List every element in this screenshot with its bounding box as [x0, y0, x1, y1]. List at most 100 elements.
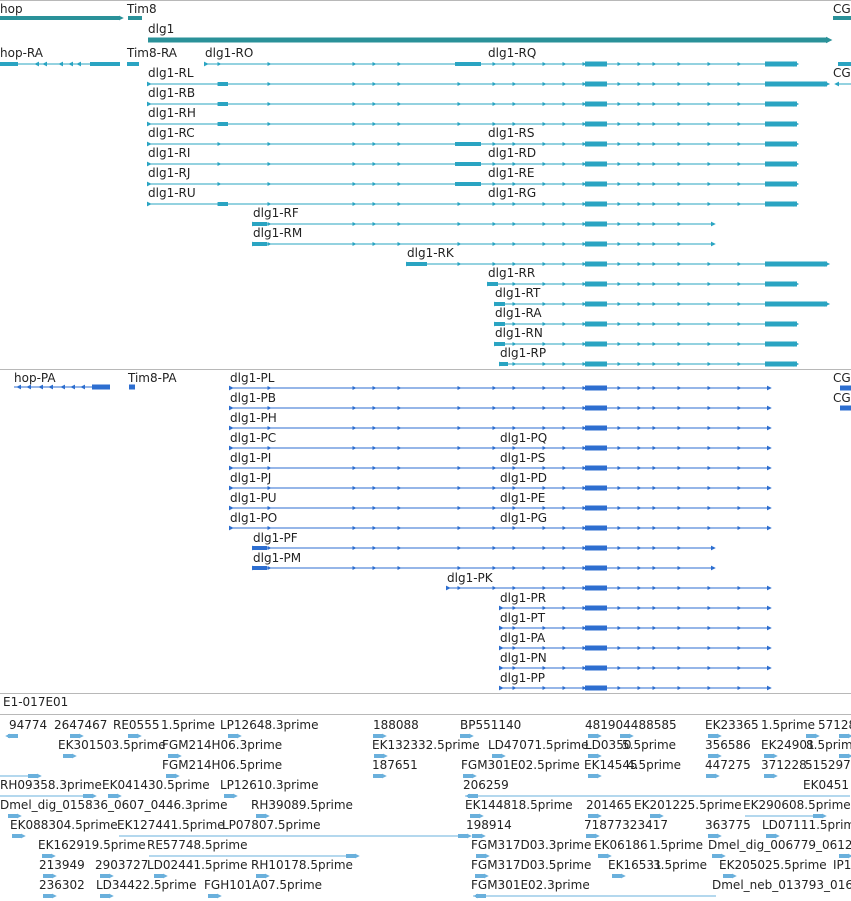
est-block [460, 734, 470, 738]
exon-marker [637, 222, 642, 226]
exon-marker [637, 566, 642, 570]
exon-marker [542, 62, 547, 66]
direction-arrow [147, 141, 152, 147]
exon-marker [512, 686, 517, 690]
coding-exon [253, 222, 267, 226]
exon-marker [372, 62, 377, 66]
exon-marker [542, 222, 547, 226]
exon-marker [617, 486, 622, 490]
exon-marker [372, 466, 377, 470]
coding-exon [585, 141, 607, 147]
exon-marker [677, 302, 682, 306]
est-label: FGM214H06.5prime [162, 758, 282, 772]
est-direction-arrow [217, 893, 222, 899]
est-label: FGM317D03.3prime [471, 838, 591, 852]
exon-marker [562, 686, 567, 690]
est-block [468, 794, 478, 798]
est-label: EK0451 [803, 778, 849, 792]
exon-marker [677, 406, 682, 410]
exon-marker [492, 446, 497, 450]
exon-marker [542, 202, 547, 206]
coding-exon [455, 62, 481, 66]
exon-marker [562, 82, 567, 86]
exon-marker [737, 122, 742, 126]
exon-marker [677, 586, 682, 590]
exon-marker [372, 446, 377, 450]
est-direction-arrow [117, 793, 122, 799]
exon-marker [267, 242, 272, 246]
exon-marker [512, 626, 517, 630]
exon-marker [707, 686, 712, 690]
exon-marker [737, 362, 742, 366]
exon-marker [637, 302, 642, 306]
exon-marker [637, 322, 642, 326]
exon-marker [677, 162, 682, 166]
est-label: RE0555 [113, 718, 159, 732]
direction-arrow [229, 525, 234, 531]
est-block [588, 774, 598, 778]
exon-marker [372, 142, 377, 146]
est-label: FGH101A07.5prime [204, 878, 322, 892]
exon-marker [677, 182, 682, 186]
exon-marker [652, 686, 657, 690]
exon-marker [512, 242, 517, 246]
exon-marker [492, 486, 497, 490]
exon-marker [617, 242, 622, 246]
est-label: EK088304.5prime [10, 818, 118, 832]
exon-marker [677, 122, 682, 126]
exon-marker [652, 302, 657, 306]
est-block [8, 734, 18, 738]
exon-marker [637, 626, 642, 630]
exon-marker [637, 342, 642, 346]
direction-arrow [147, 121, 152, 127]
exon-marker [457, 262, 462, 266]
exon-marker [542, 686, 547, 690]
exon-marker [397, 202, 402, 206]
coding-exon [585, 585, 607, 591]
est-block [224, 794, 234, 798]
exon-marker [582, 506, 587, 510]
est-direction-arrow [37, 773, 42, 779]
coding-exon [488, 282, 498, 286]
exon-marker [582, 362, 587, 366]
exon-marker [492, 182, 497, 186]
est-label: 1.5prime [761, 718, 815, 732]
exon-marker [542, 446, 547, 450]
est-block [463, 774, 473, 778]
exon-marker [652, 222, 657, 226]
est-direction-arrow [479, 813, 484, 819]
est-block [806, 734, 816, 738]
exon-marker [542, 586, 547, 590]
exon-marker [492, 566, 497, 570]
exon-marker [677, 102, 682, 106]
exon-marker [677, 506, 682, 510]
est-block [813, 814, 823, 818]
exon-marker [492, 406, 497, 410]
exon-marker [637, 242, 642, 246]
exon-marker [582, 182, 587, 186]
exon-marker [397, 162, 402, 166]
est-label: EK16531 [608, 858, 662, 872]
transcript-label: dlg1-RH [148, 106, 196, 120]
transcript-label: dlg1-RU [148, 186, 196, 200]
exon-marker [542, 666, 547, 670]
protein-label: dlg1-PO [230, 511, 277, 525]
exon-marker [267, 546, 272, 550]
protein-label: dlg1-PQ [500, 431, 547, 445]
est-label: 198914 [466, 818, 512, 832]
transcript-label: dlg1-RM [253, 226, 302, 240]
exon-marker [652, 386, 657, 390]
est-block [63, 754, 73, 758]
exon-marker [677, 446, 682, 450]
exon-marker [637, 386, 642, 390]
gene-label: hop [0, 2, 23, 16]
exon-marker [677, 282, 682, 286]
est-label: 371228 [761, 758, 807, 772]
direction-arrow [147, 101, 152, 107]
exon-marker [637, 262, 642, 266]
exon-marker [652, 122, 657, 126]
exon-marker [707, 466, 712, 470]
exon-marker [562, 142, 567, 146]
exon-marker [352, 62, 357, 66]
est-direction-arrow [481, 833, 486, 839]
